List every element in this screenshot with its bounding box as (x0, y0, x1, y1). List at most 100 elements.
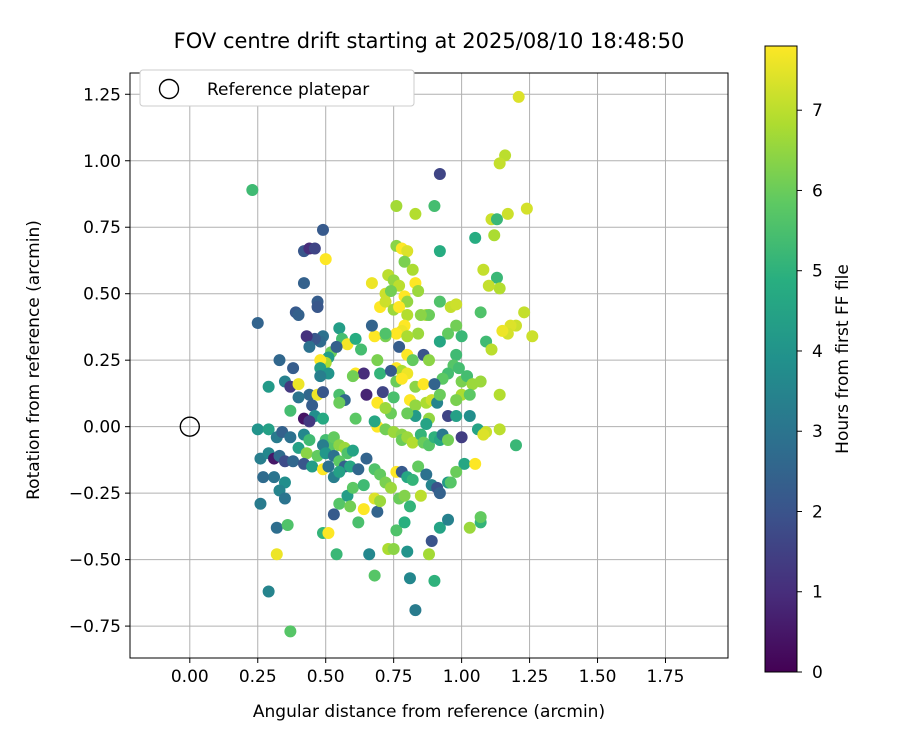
data-point (520, 202, 533, 215)
data-point (316, 223, 329, 236)
data-point (433, 335, 446, 348)
data-point (417, 378, 430, 391)
data-point (303, 340, 316, 353)
data-point (374, 495, 387, 508)
data-point (401, 308, 414, 321)
data-point (412, 285, 425, 298)
data-point (257, 471, 270, 484)
data-point (346, 370, 359, 383)
scatter-points (246, 90, 539, 638)
data-point (262, 380, 275, 393)
data-point (428, 574, 441, 587)
data-point (292, 391, 305, 404)
data-point (428, 199, 441, 212)
data-point (390, 199, 403, 212)
data-point (327, 508, 340, 521)
data-point (268, 471, 281, 484)
data-point (262, 585, 275, 598)
data-point (311, 301, 324, 313)
data-point (425, 535, 438, 547)
data-point (433, 295, 446, 308)
legend: Reference platepar (139, 69, 415, 107)
data-point (401, 330, 414, 343)
data-point (322, 527, 335, 540)
data-point (455, 431, 468, 444)
y-tick-label: 0.75 (83, 218, 121, 238)
data-point (395, 372, 408, 385)
data-point (273, 354, 286, 367)
data-point (371, 505, 384, 518)
data-point (428, 378, 441, 391)
data-point (403, 500, 416, 513)
data-point (251, 316, 264, 329)
colorbar-tick-label: 5 (812, 262, 823, 282)
data-point (322, 460, 335, 473)
data-point (477, 263, 490, 276)
data-point (442, 513, 455, 526)
colorbar-gradient (764, 45, 798, 673)
data-point (409, 207, 422, 220)
x-axis-label: Angular distance from reference (arcmin) (253, 702, 605, 722)
data-point (384, 481, 397, 494)
data-point (368, 569, 381, 582)
y-tick-label: 1.00 (83, 152, 121, 172)
colorbar-ticks: 0 1 2 3 4 5 6 7 (797, 101, 823, 683)
data-point (406, 473, 419, 486)
legend-label: Reference platepar (207, 80, 369, 100)
x-tick-label: 1.75 (647, 667, 685, 687)
data-point (284, 404, 297, 417)
data-point (303, 415, 316, 428)
data-point (360, 388, 373, 401)
data-point (270, 548, 283, 561)
x-axis-ticks: 0.00 0.25 0.50 0.75 1.00 1.25 1.50 1.75 (171, 658, 685, 687)
data-point (262, 423, 275, 436)
data-point (526, 330, 539, 343)
data-point (423, 548, 435, 561)
data-point (292, 378, 305, 391)
data-point (398, 489, 411, 502)
colorbar-tick-label: 3 (812, 422, 823, 442)
data-point (287, 455, 300, 468)
data-point (398, 255, 411, 268)
data-point (365, 277, 378, 290)
data-point (406, 354, 419, 367)
y-tick-label: 1.25 (83, 85, 121, 105)
data-point (409, 604, 422, 617)
data-point (469, 231, 482, 244)
legend-box (139, 69, 415, 107)
y-tick-label: 0.00 (83, 418, 121, 438)
data-point (368, 415, 381, 428)
data-point (316, 412, 329, 425)
data-point (360, 452, 373, 465)
y-tick-label: −0.75 (69, 617, 121, 637)
data-point (384, 364, 397, 377)
data-point (352, 463, 365, 476)
y-tick-label: −0.50 (69, 551, 121, 571)
colorbar-label: Hours from first FF file (833, 264, 853, 454)
chart-title: FOV centre drift starting at 2025/08/10 … (174, 29, 685, 53)
legend-hollow-circle-icon (158, 78, 180, 100)
data-point (433, 245, 446, 258)
y-axis-label: Rotation from reference (arcmin) (24, 220, 44, 500)
data-point (450, 348, 463, 361)
data-point (352, 516, 365, 529)
data-point (349, 412, 362, 425)
data-point (401, 245, 414, 258)
x-tick-label: 1.00 (443, 667, 481, 687)
data-point (344, 500, 357, 513)
data-point (412, 460, 425, 473)
data-point (420, 418, 433, 430)
data-point (414, 308, 427, 321)
data-point (292, 308, 305, 321)
data-point (433, 487, 446, 500)
data-point (357, 367, 370, 380)
data-point (458, 457, 471, 470)
data-point (423, 354, 435, 367)
data-point (333, 396, 346, 409)
y-tick-label: 0.25 (83, 351, 121, 371)
data-point (284, 625, 297, 638)
data-point (474, 375, 487, 388)
data-point (333, 322, 346, 335)
data-point (398, 516, 411, 529)
data-point (493, 157, 506, 170)
